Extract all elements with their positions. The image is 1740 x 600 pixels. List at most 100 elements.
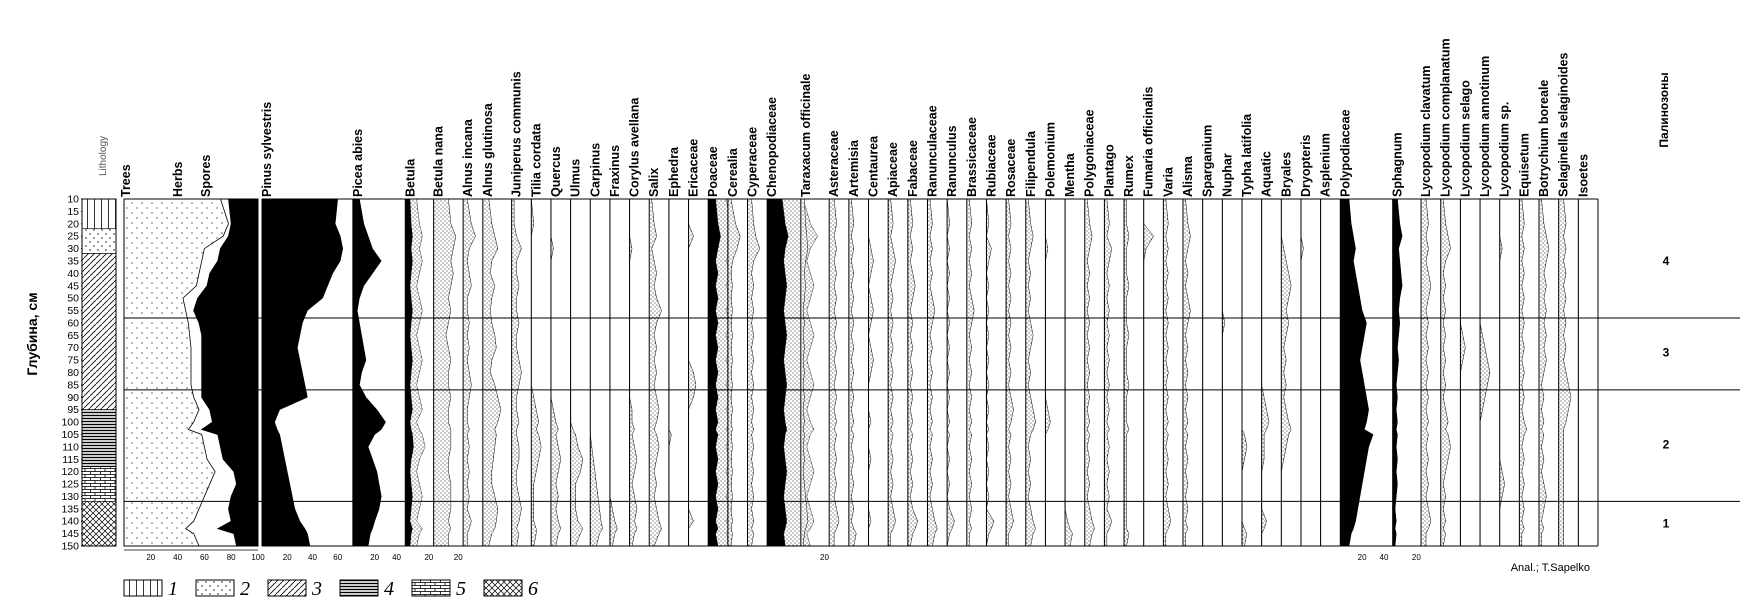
taxon-selaginella-selaginoides: Selaginella selaginoides <box>1557 52 1572 547</box>
legend-label-3: 3 <box>311 578 322 600</box>
taxon-name: Plantago <box>1102 144 1116 197</box>
taxon-curve <box>800 198 809 547</box>
taxon-curve <box>1064 199 1073 547</box>
taxon-curve <box>828 198 840 547</box>
taxon-isoetes: Isoetes <box>1576 154 1590 546</box>
taxon-name: Alisma <box>1181 155 1195 197</box>
taxon-curve <box>1392 198 1403 547</box>
taxon-name: Polypodiaceae <box>1338 109 1352 197</box>
taxon-curve <box>1440 198 1451 547</box>
taxon-curve <box>1182 198 1191 547</box>
taxon-name: Mentha <box>1063 152 1077 197</box>
taxon-polygoniaceae: Polygoniaceae <box>1083 109 1097 547</box>
taxon-name: Tilia cordata <box>529 123 543 197</box>
depth-tick-label: 60 <box>67 317 79 329</box>
taxon-pinus-sylvestris: 20 40 60 Pinus sylvestris <box>260 102 344 562</box>
taxon-polemonium: Polemonium <box>1043 122 1057 546</box>
taxon-alnus-glutinosa: Alnus glutinosa <box>481 102 502 547</box>
depth-tick-label: 110 <box>62 441 79 453</box>
taxon-curve <box>550 199 562 547</box>
taxon-name: Fumaria officinalis <box>1142 87 1156 197</box>
depth-tick-label: 95 <box>67 404 79 416</box>
taxon-curve <box>1104 198 1113 547</box>
taxon-name: Corylus avellana <box>628 97 642 197</box>
taxon-name: Brassicaceae <box>965 117 979 197</box>
taxon-curve <box>1519 198 1528 547</box>
taxon-juniperus-communis: Juniperus communis <box>510 71 524 547</box>
taxon-name: Polemonium <box>1043 122 1057 197</box>
taxon-ephedra: Ephedra <box>667 146 681 546</box>
summary-label-trees: Trees <box>119 164 133 197</box>
taxon-fraxinus: Fraxinus <box>608 145 622 547</box>
taxon-rosaceae: Rosaceae <box>1004 139 1018 547</box>
taxon-name: Sphagnum <box>1391 132 1405 197</box>
zones-title: Палинозоны <box>1657 72 1671 147</box>
taxon-ranunculus: Ranunculus <box>945 125 959 547</box>
taxon-name: Ranunculaceae <box>925 105 939 197</box>
taxon-name: Ulmus <box>569 159 583 197</box>
legend-swatch-6 <box>483 579 523 597</box>
trees-area <box>124 199 229 546</box>
taxon-tilia-cordata: Tilia cordata <box>529 123 543 547</box>
taxon-curve <box>1281 199 1292 546</box>
summary-label-spores: Spores <box>199 155 213 197</box>
taxon-name: Betula <box>403 158 417 197</box>
taxon-tick-label: 40 <box>1380 553 1389 562</box>
taxon-alisma: Alisma <box>1181 155 1195 547</box>
taxon-betula: 20 Betula <box>403 158 434 562</box>
taxon-rumex: Rumex <box>1122 155 1136 547</box>
taxon-curve <box>511 198 522 547</box>
taxon-quercus: Quercus <box>549 146 563 547</box>
taxon-name: Alnus incana <box>461 118 475 197</box>
taxon-ulmus: Ulmus <box>569 159 584 547</box>
summary-tick-label: 60 <box>200 553 209 562</box>
taxon-tick-label: 60 <box>333 553 342 562</box>
taxon-name: Isoetes <box>1576 154 1590 197</box>
taxon-name: Polygoniaceae <box>1083 109 1097 197</box>
taxa-curves: 20 40 60 Pinus sylvestris 20 40 Picea abies 20 B… <box>260 38 1599 562</box>
zone-label-2: 2 <box>1663 437 1670 451</box>
taxon-tick-label: 20 <box>1412 553 1421 562</box>
legend-swatch-4 <box>339 579 379 597</box>
taxon-curve <box>482 198 502 547</box>
taxon-name: Ranunculus <box>945 125 959 197</box>
taxon-aquatic: Aquatic <box>1260 151 1274 546</box>
taxon-name: Centaurea <box>867 135 881 197</box>
legend-swatch-2 <box>195 579 235 597</box>
taxon-mentha: Mentha <box>1063 152 1077 547</box>
summary-panel: 20 40 60 80 100 Trees Herbs Spores <box>119 155 265 562</box>
taxon-artemisia: Artemisia <box>847 139 861 547</box>
zone-label-4: 4 <box>1663 254 1670 268</box>
legend-label-5: 5 <box>456 578 466 600</box>
lithology-frame <box>81 198 117 547</box>
taxon-curve <box>727 198 741 547</box>
taxon-name: Asplenium <box>1319 133 1333 197</box>
taxon-lycopodium-selago: Lycopodium selago <box>1458 80 1472 546</box>
taxon-tick-label: 20 <box>283 553 292 562</box>
taxon-name: Rumex <box>1122 155 1136 197</box>
herbs-spores-boundary <box>193 198 237 547</box>
taxon-name: Selaginella selaginoides <box>1557 52 1571 197</box>
zone-label-1: 1 <box>1663 517 1670 531</box>
taxon-curve <box>966 198 975 547</box>
taxon-name: Betula nana <box>432 125 446 197</box>
taxon-curve <box>1025 198 1036 547</box>
summary-tick-label: 80 <box>227 553 236 562</box>
taxon-curve <box>1143 199 1154 546</box>
taxon-curve <box>688 199 697 546</box>
taxon-name: Quercus <box>549 146 563 197</box>
spores-area <box>193 199 258 546</box>
lithology-unit-3 <box>81 253 117 410</box>
legend-label-1: 1 <box>168 578 178 600</box>
taxon-curve <box>1538 198 1550 547</box>
depth-tick-label: 35 <box>67 255 79 267</box>
taxon-name: Botrychium boreale <box>1537 80 1551 197</box>
taxon-equisetum: Equisetum <box>1517 133 1531 547</box>
lithology-unit-4 <box>81 409 117 467</box>
taxon-carpinus: Carpinus <box>588 143 603 547</box>
taxon-name: Lycopodium sp. <box>1498 102 1512 197</box>
depth-tick-label: 120 <box>61 466 79 478</box>
taxon-name: Lycopodium complanatum <box>1439 38 1453 197</box>
depth-tick-label: 25 <box>67 231 79 243</box>
